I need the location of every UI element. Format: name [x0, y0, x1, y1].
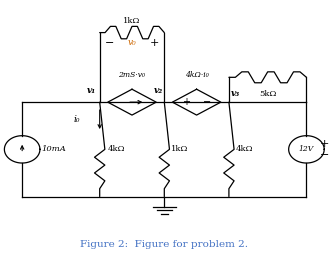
- Text: v₀: v₀: [127, 38, 136, 47]
- Text: 4kΩ·i₀: 4kΩ·i₀: [185, 71, 208, 79]
- Text: 5kΩ: 5kΩ: [259, 90, 276, 98]
- Text: Figure 2:  Figure for problem 2.: Figure 2: Figure for problem 2.: [80, 240, 248, 249]
- Text: −: −: [319, 150, 329, 160]
- Text: 4kΩ: 4kΩ: [236, 145, 254, 153]
- Text: i₀: i₀: [74, 115, 80, 124]
- Text: 1kΩ: 1kΩ: [123, 17, 141, 25]
- Text: 4kΩ: 4kΩ: [108, 145, 125, 153]
- Text: +: +: [182, 97, 190, 107]
- Text: +: +: [150, 38, 159, 47]
- Text: −: −: [204, 97, 211, 107]
- Text: 12V: 12V: [299, 145, 314, 153]
- Text: v₁: v₁: [87, 86, 97, 95]
- Text: 2mS·v₀: 2mS·v₀: [119, 71, 145, 79]
- Text: v₂: v₂: [153, 86, 163, 95]
- Text: +: +: [319, 139, 329, 149]
- Text: 1kΩ: 1kΩ: [171, 145, 188, 153]
- Text: 10mA: 10mA: [42, 145, 66, 153]
- Text: −: −: [105, 38, 114, 47]
- Text: v₃: v₃: [230, 89, 240, 99]
